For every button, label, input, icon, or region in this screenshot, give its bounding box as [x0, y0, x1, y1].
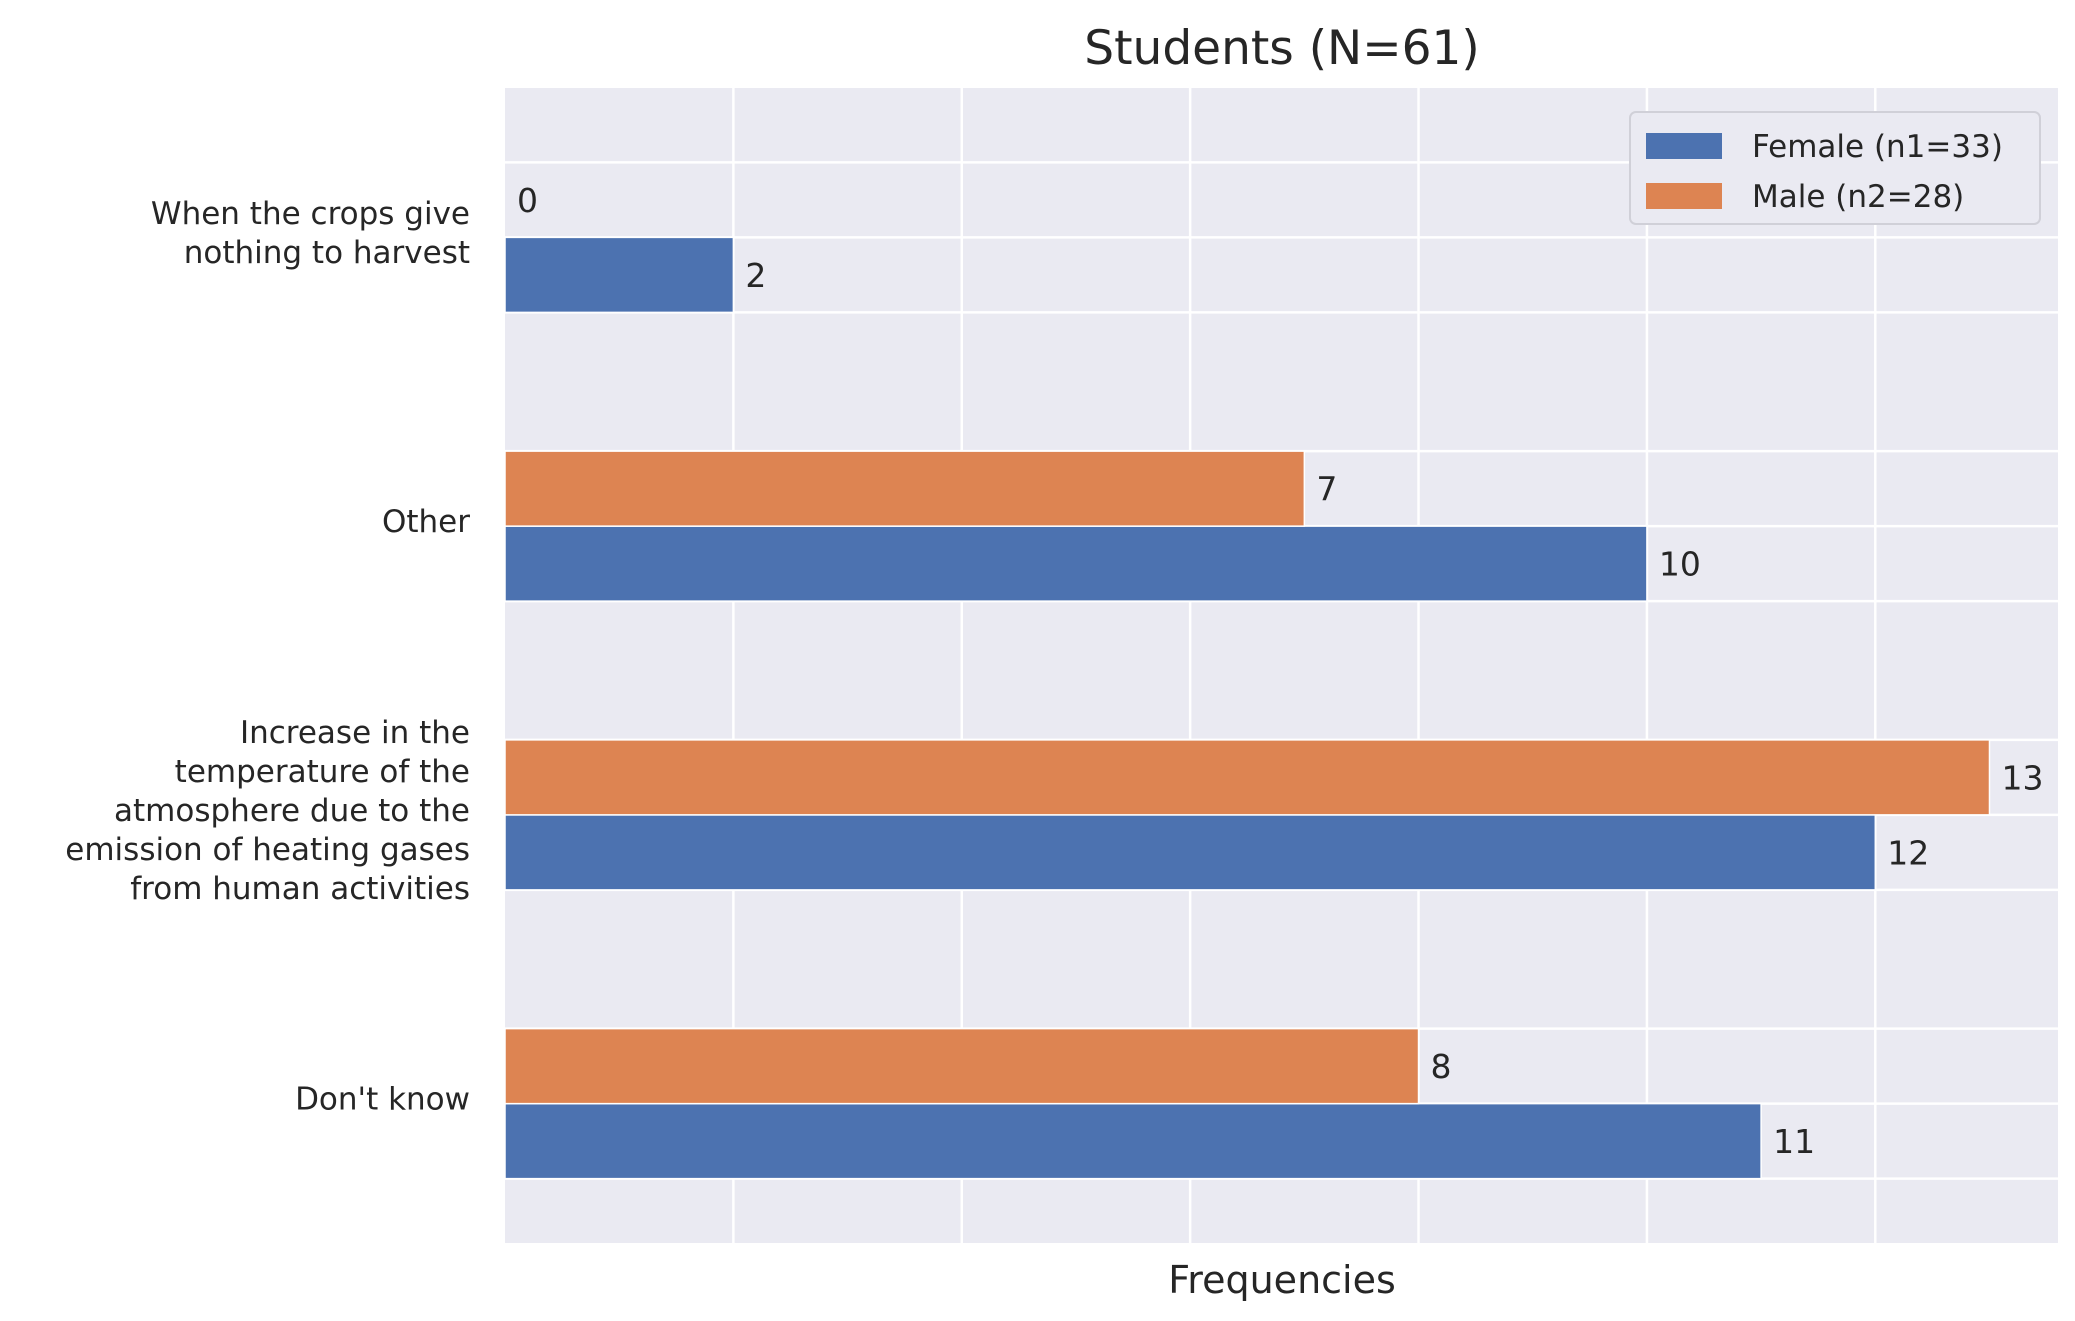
legend-entry: Male (n2=28): [1752, 179, 1964, 215]
data-label: 0: [517, 181, 538, 220]
data-label: 11: [1773, 1122, 1815, 1161]
bar-female: [504, 236, 735, 314]
legend-swatch: [1646, 133, 1722, 159]
data-label: 13: [2001, 758, 2043, 797]
bar-male: [504, 450, 1306, 527]
bar-female: [504, 525, 1648, 602]
category-label: Don't know: [295, 1082, 470, 1118]
x-axis-label: Frequencies: [1168, 1258, 1396, 1302]
data-label: 7: [1316, 470, 1337, 509]
category-label: When the crops give nothing to harvest: [151, 196, 470, 271]
chart-title: Students (N=61): [1084, 21, 1479, 76]
data-label: 12: [1887, 833, 1929, 872]
data-label: 10: [1659, 545, 1701, 584]
data-label: 2: [745, 256, 766, 295]
category-label: Increase in the temperature of the atmosph…: [65, 715, 470, 907]
category-labels: When the crops give nothing to harvest Oth…: [65, 196, 470, 1118]
category-label: Other: [382, 504, 470, 540]
bars: [504, 236, 1991, 1180]
legend-box: [1629, 111, 2041, 225]
bar-male: [504, 1027, 1420, 1105]
bar-female: [504, 814, 1877, 891]
legend: Female (n1=33) Male (n2=28): [1629, 111, 2041, 225]
bar-male: [504, 739, 1991, 816]
value-labels: 2 10 12 11 0 7 13 8: [517, 181, 2043, 1161]
legend-entry: Female (n1=33): [1752, 129, 2003, 165]
bar-female: [504, 1102, 1762, 1180]
legend-swatch: [1646, 183, 1722, 209]
data-label: 8: [1431, 1047, 1452, 1086]
